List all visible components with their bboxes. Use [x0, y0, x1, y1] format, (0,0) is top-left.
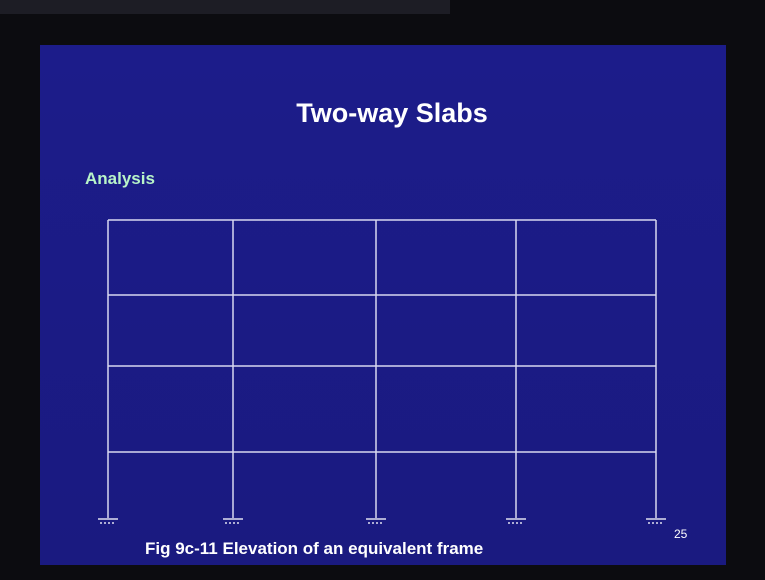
page-number: 25 [674, 527, 688, 541]
supports [98, 518, 666, 524]
top-strip [0, 0, 450, 14]
figure-caption: Fig 9c-11 Elevation of an equivalent fra… [145, 539, 483, 558]
slide-heading: Analysis [85, 169, 155, 188]
slide [40, 45, 726, 565]
frame-diagram [107, 219, 657, 518]
slide-title: Two-way Slabs [296, 98, 488, 128]
